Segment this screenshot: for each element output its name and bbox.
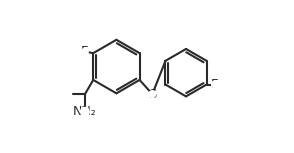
Text: NH₂: NH₂ <box>73 105 97 118</box>
Text: F: F <box>211 78 219 91</box>
Circle shape <box>212 81 218 88</box>
Circle shape <box>81 49 88 55</box>
Text: S: S <box>148 88 156 101</box>
Circle shape <box>149 91 156 97</box>
Text: F: F <box>81 45 88 58</box>
Circle shape <box>81 108 89 116</box>
